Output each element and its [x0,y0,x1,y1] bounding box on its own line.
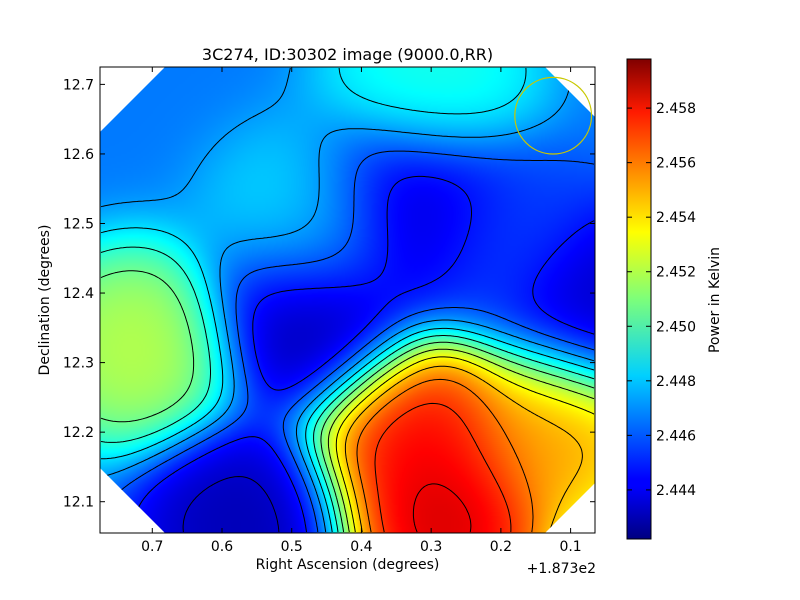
y-tick-label: 12.2 [63,425,94,441]
colorbar-tick-label: 2.448 [656,374,696,390]
colorbar: 2.444 2.446 2.448 2.450 2.452 2.454 2.456 2.458… [626,58,723,540]
x-tick-label: 0.4 [350,539,372,555]
colorbar-label: Power in Kelvin [707,247,723,353]
x-tick-label: 0.1 [559,539,581,555]
colorbar-tick-label: 2.450 [656,319,696,335]
y-axis-ticks: 12.1 12.2 12.3 12.4 12.5 12.6 12.7 [63,77,595,511]
contour-line [327,348,595,533]
contour-line [344,365,583,533]
colorbar-gradient [626,58,652,540]
y-tick-label: 12.5 [63,216,94,232]
y-tick-label: 12.3 [63,356,94,372]
contour-line [182,476,280,533]
y-tick-label: 12.4 [63,286,94,302]
contour-line [100,150,595,533]
y-tick-label: 12.7 [63,77,94,93]
colorbar-tick-label: 2.458 [656,101,696,117]
contour-lines [100,67,595,533]
plot-area: 0.7 0.6 0.5 0.4 0.3 0.2 0.1 12.112.212.312.412… [63,66,596,555]
x-axis-label: Right Ascension (degrees) [256,557,440,573]
x-axis-ticks: 0.7 0.6 0.5 0.4 0.3 0.2 0.1 [141,67,582,555]
x-tick-label: 0.5 [281,539,303,555]
y-tick-label: 12.1 [63,495,94,511]
beam-circle [514,76,593,155]
contour-line [100,67,595,533]
x-tick-label: 0.2 [490,539,512,555]
colorbar-tick-label: 2.452 [656,265,696,281]
x-offset-label: +1.873e2 [527,561,596,577]
plot-frame [99,66,596,534]
colorbar-tick-label: 2.444 [656,483,696,499]
contour-line [356,378,534,533]
colorbar-tick-label: 2.446 [656,428,696,444]
contour-line [412,483,472,533]
x-tick-label: 0.3 [420,539,442,555]
contour-line [374,402,512,533]
x-tick-label: 0.7 [141,539,163,555]
y-tick-label: 12.6 [63,147,94,163]
chart-title: 3C274, ID:30302 image (9000.0,RR) [202,45,493,64]
contour-line [100,67,595,533]
y-axis-label: Declination (degrees) [37,225,53,376]
colorbar-ticks: 2.444 2.446 2.448 2.450 2.452 2.454 2.456 2.458 [627,101,696,499]
heatmap-image [100,67,595,533]
colorbar-tick-label: 2.456 [656,156,696,172]
contour-line [133,175,595,533]
contour-line [100,246,595,533]
x-tick-label: 0.6 [211,539,233,555]
colorbar-tick-label: 2.454 [656,210,696,226]
contour-line [100,270,595,533]
